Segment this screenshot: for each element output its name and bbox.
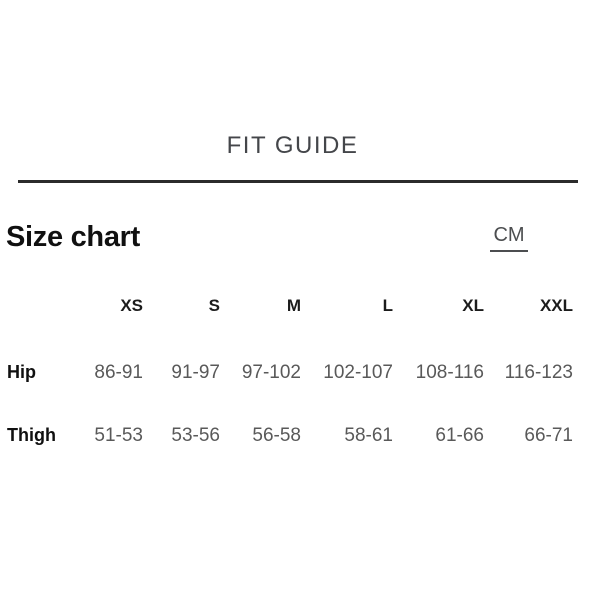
cell-hip-s: 91-97 [171, 362, 220, 383]
cell-thigh-l: 58-61 [344, 425, 393, 446]
cell-hip-xs: 86-91 [94, 362, 143, 383]
table-row-hip: Hip 86-91 91-97 97-102 102-107 108-116 116-123 [0, 362, 573, 384]
cell-thigh-xxl: 66-71 [524, 425, 573, 446]
cell-thigh-xl: 61-66 [435, 425, 484, 446]
cell-hip-m: 97-102 [241, 362, 301, 383]
cell-hip-xxl: 116-123 [504, 362, 573, 383]
cell-thigh-xs: 51-53 [94, 425, 143, 446]
cell-hip-xl: 108-116 [415, 362, 484, 383]
size-chart-header-row: XS S M L XL XXL [0, 296, 573, 316]
row-label-hip: Hip [7, 362, 36, 382]
divider-line [18, 180, 578, 183]
fit-guide-title: FIT GUIDE [226, 132, 359, 159]
column-header-xl: XL [462, 296, 484, 315]
size-chart-heading: Size chart [6, 221, 140, 253]
unit-toggle-cm-link[interactable]: CM [490, 224, 528, 252]
column-header-xxl: XXL [539, 296, 573, 315]
cell-thigh-s: 53-56 [171, 425, 220, 446]
table-row-thigh: Thigh 51-53 53-56 56-58 58-61 61-66 66-71 [0, 425, 573, 447]
column-header-s: S [208, 296, 220, 315]
row-label-thigh: Thigh [7, 425, 56, 445]
cell-hip-l: 102-107 [323, 362, 393, 383]
column-header-m: M [286, 296, 301, 315]
column-header-xs: XS [120, 296, 143, 315]
cell-thigh-m: 56-58 [252, 425, 301, 446]
column-header-l: L [382, 296, 393, 315]
